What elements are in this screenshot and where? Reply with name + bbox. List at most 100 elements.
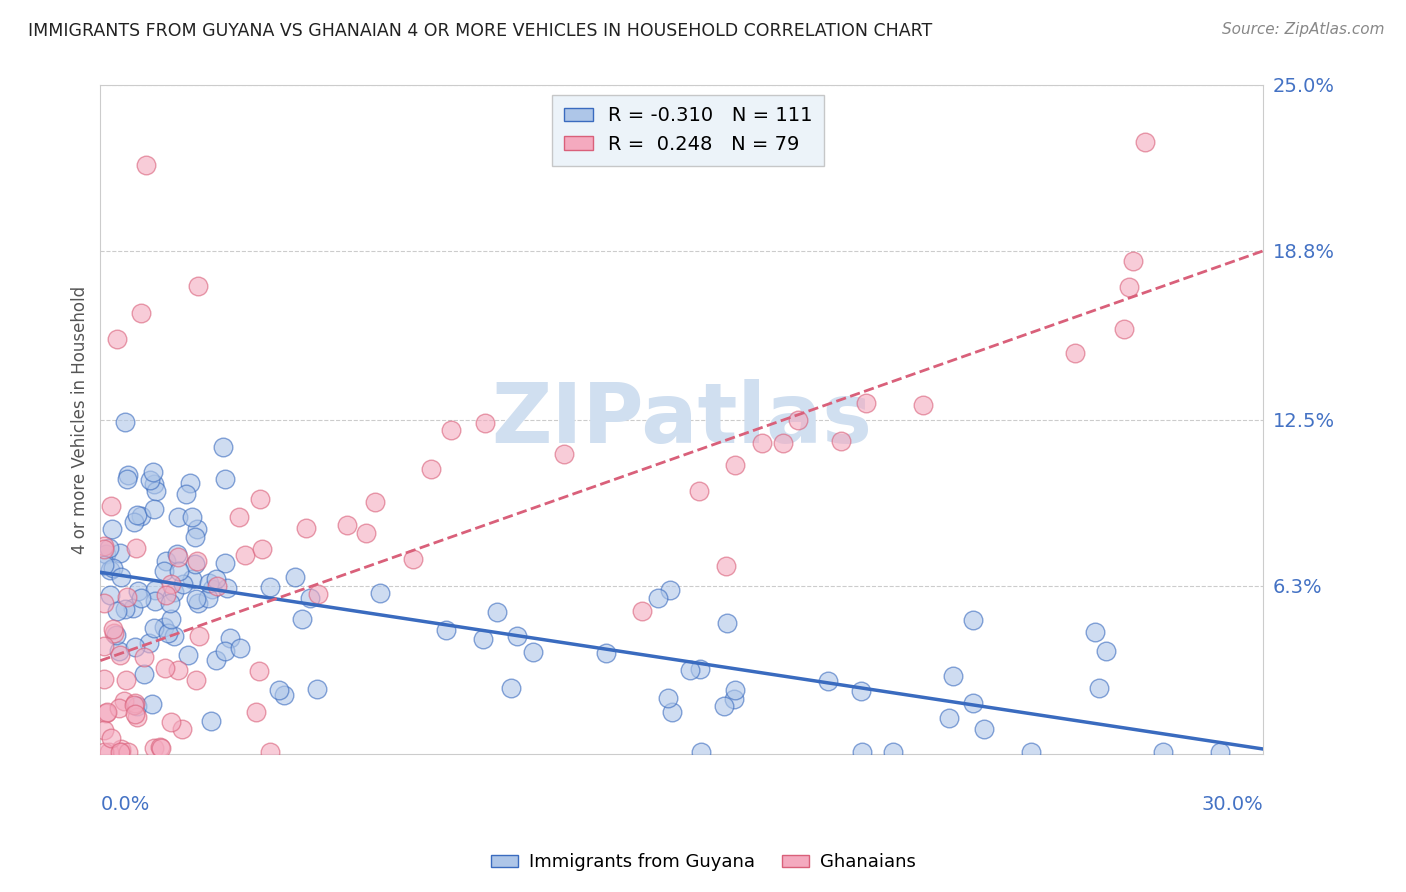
Point <box>153 564 176 578</box>
Point <box>155 661 177 675</box>
Y-axis label: 4 or more Vehicles in Household: 4 or more Vehicles in Household <box>72 285 89 554</box>
Text: 30.0%: 30.0% <box>1201 795 1263 814</box>
Point <box>198 575 221 590</box>
Point <box>186 554 208 568</box>
Point <box>184 592 207 607</box>
Point <box>212 440 235 454</box>
Point <box>93 596 115 610</box>
Point <box>103 626 125 640</box>
Point <box>657 691 679 706</box>
Point <box>94 706 117 720</box>
Point <box>214 643 236 657</box>
Point <box>420 462 443 476</box>
Point <box>689 662 711 676</box>
Point <box>751 436 773 450</box>
Point <box>143 621 166 635</box>
Point <box>269 683 291 698</box>
Point <box>1118 279 1140 293</box>
Point <box>98 587 121 601</box>
Point <box>336 517 359 532</box>
Point <box>166 547 188 561</box>
Point <box>184 530 207 544</box>
Point <box>115 673 138 687</box>
Point <box>108 643 131 657</box>
Point <box>1084 625 1107 640</box>
Point <box>129 509 152 524</box>
Point <box>101 561 124 575</box>
Point <box>259 580 281 594</box>
Point <box>522 645 544 659</box>
Point <box>1088 681 1111 695</box>
Point <box>499 681 522 696</box>
Point <box>93 723 115 737</box>
Point <box>855 395 877 409</box>
Point <box>851 745 873 759</box>
Point <box>112 694 135 708</box>
Point <box>114 416 136 430</box>
Point <box>155 554 177 568</box>
Point <box>156 626 179 640</box>
Point <box>962 613 984 627</box>
Point <box>163 629 186 643</box>
Point <box>160 612 183 626</box>
Point <box>688 483 710 498</box>
Point <box>485 605 508 619</box>
Point <box>93 539 115 553</box>
Point <box>124 706 146 721</box>
Point <box>200 714 222 728</box>
Point <box>93 541 115 556</box>
Point <box>307 681 329 696</box>
Point <box>440 423 463 437</box>
Point <box>148 739 170 754</box>
Point <box>1152 745 1174 759</box>
Point <box>142 477 165 491</box>
Point <box>98 563 121 577</box>
Point <box>204 572 226 586</box>
Point <box>849 683 872 698</box>
Point <box>235 548 257 562</box>
Point <box>882 745 904 759</box>
Point <box>172 577 194 591</box>
Text: ZIPatlas: ZIPatlas <box>491 379 872 460</box>
Point <box>181 509 204 524</box>
Point <box>98 745 121 759</box>
Point <box>229 640 252 655</box>
Point <box>110 570 132 584</box>
Point <box>962 697 984 711</box>
Point <box>186 673 208 687</box>
Point <box>117 745 139 759</box>
Point <box>115 591 138 605</box>
Legend: Immigrants from Guyana, Ghanaians: Immigrants from Guyana, Ghanaians <box>484 847 922 879</box>
Point <box>141 697 163 711</box>
Point <box>647 591 669 605</box>
Point <box>143 594 166 608</box>
Point <box>167 663 190 677</box>
Point <box>679 663 702 677</box>
Point <box>249 664 271 678</box>
Point <box>716 615 738 630</box>
Point <box>114 602 136 616</box>
Point <box>132 666 155 681</box>
Point <box>122 601 145 615</box>
Point <box>307 587 329 601</box>
Point <box>911 398 934 412</box>
Point <box>96 548 118 562</box>
Point <box>299 591 322 606</box>
Point <box>93 672 115 686</box>
Point <box>179 475 201 490</box>
Point <box>1094 644 1116 658</box>
Point <box>159 596 181 610</box>
Point <box>135 158 157 172</box>
Point <box>186 522 208 536</box>
Point <box>228 510 250 524</box>
Point <box>1209 745 1232 759</box>
Point <box>219 631 242 645</box>
Point <box>214 556 236 570</box>
Point <box>127 698 149 713</box>
Point <box>142 465 165 479</box>
Point <box>177 648 200 662</box>
Point <box>661 705 683 719</box>
Point <box>595 646 617 660</box>
Point <box>108 700 131 714</box>
Point <box>973 722 995 736</box>
